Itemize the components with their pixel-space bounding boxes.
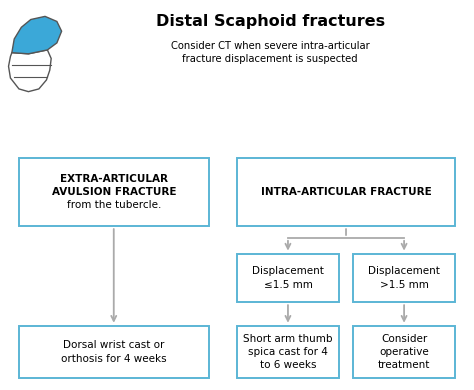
Text: Distal Scaphoid fractures: Distal Scaphoid fractures	[155, 14, 385, 28]
FancyBboxPatch shape	[353, 254, 455, 302]
FancyBboxPatch shape	[19, 158, 209, 226]
FancyBboxPatch shape	[237, 254, 339, 302]
Polygon shape	[12, 16, 62, 54]
Text: treatment: treatment	[378, 360, 430, 370]
Text: orthosis for 4 weeks: orthosis for 4 weeks	[61, 354, 166, 363]
Text: Short arm thumb: Short arm thumb	[243, 334, 333, 344]
Text: Consider CT when severe intra-articular
fracture displacement is suspected: Consider CT when severe intra-articular …	[171, 41, 370, 64]
Text: >1.5 mm: >1.5 mm	[380, 280, 428, 289]
FancyBboxPatch shape	[353, 326, 455, 378]
FancyBboxPatch shape	[19, 326, 209, 378]
Text: operative: operative	[379, 347, 429, 357]
Text: Consider: Consider	[381, 334, 427, 344]
Text: EXTRA-ARTICULAR: EXTRA-ARTICULAR	[60, 174, 168, 184]
FancyBboxPatch shape	[237, 158, 455, 226]
Text: Displacement: Displacement	[252, 266, 324, 276]
Polygon shape	[9, 50, 51, 92]
Text: Displacement: Displacement	[368, 266, 440, 276]
Text: ≤1.5 mm: ≤1.5 mm	[264, 280, 312, 289]
Text: to 6 weeks: to 6 weeks	[260, 360, 316, 370]
Text: from the tubercle.: from the tubercle.	[66, 200, 161, 210]
Text: AVULSION FRACTURE: AVULSION FRACTURE	[52, 187, 176, 197]
Text: Dorsal wrist cast or: Dorsal wrist cast or	[63, 340, 164, 350]
Text: INTRA-ARTICULAR FRACTURE: INTRA-ARTICULAR FRACTURE	[261, 187, 431, 197]
FancyBboxPatch shape	[237, 326, 339, 378]
Text: spica cast for 4: spica cast for 4	[248, 347, 328, 357]
